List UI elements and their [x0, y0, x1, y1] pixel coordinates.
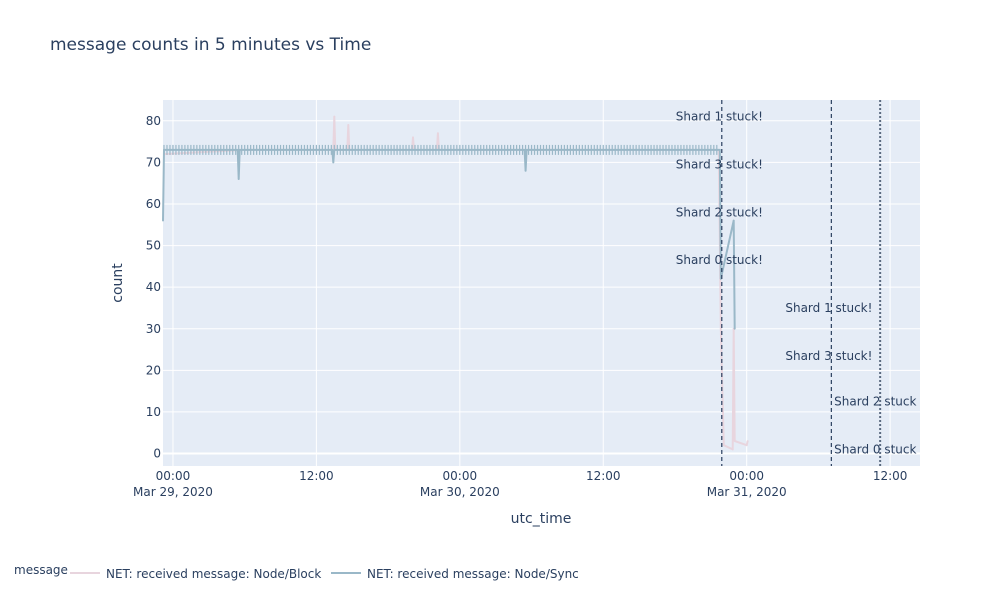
x-tick-label: 12:00 — [873, 469, 908, 483]
annotation-label: Shard 3 stuck! — [785, 349, 872, 363]
x-tick-label: 12:00 — [586, 469, 621, 483]
x-tick-date-label: Mar 31, 2020 — [707, 485, 787, 499]
plot-background — [163, 100, 920, 466]
annotation-label: Shard 2 stuck — [834, 395, 916, 409]
x-tick-date-label: Mar 29, 2020 — [133, 485, 213, 499]
data-point — [412, 136, 414, 139]
legend-item-0[interactable]: NET: received message: Node/Block — [70, 567, 321, 581]
y-tick-label: 50 — [146, 239, 161, 253]
x-tick-label: 12:00 — [299, 469, 334, 483]
y-tick-label: 0 — [153, 447, 161, 461]
x-tick-label: 00:00 — [729, 469, 764, 483]
y-tick-label: 20 — [146, 363, 161, 377]
annotation-label: Shard 3 stuck! — [676, 157, 763, 171]
annotation-label: Shard 2 stuck! — [676, 205, 763, 219]
annotation-label: Shard 1 stuck! — [676, 110, 763, 124]
data-point — [237, 178, 240, 180]
annotation-layer: Shard 1 stuck!Shard 3 stuck!Shard 2 stuc… — [676, 100, 916, 466]
x-tick-date-label: Mar 30, 2020 — [420, 485, 500, 499]
oscillation-band — [163, 144, 718, 155]
gridlines — [163, 100, 920, 466]
data-point — [731, 448, 734, 451]
annotation-label: Shard 0 stuck! — [676, 253, 763, 267]
y-tick-label: 30 — [146, 322, 161, 336]
annotation-1: Shard 1 stuck! Shard 3 stuck! — [785, 100, 872, 466]
data-point — [437, 132, 439, 135]
legend-label: NET: received message: Node/Block — [106, 567, 321, 581]
legend-item-1[interactable]: NET: received message: Node/Sync — [331, 567, 579, 581]
data-point — [162, 219, 164, 222]
annotation-2: Shard 2 stuck Shard 0 stuck — [834, 100, 916, 466]
data-point — [332, 161, 335, 164]
legend[interactable]: NET: received message: Node/Block NET: re… — [70, 567, 579, 581]
annotation-label: Shard 0 stuck — [834, 442, 916, 456]
legend-title: message — [14, 563, 68, 577]
data-point — [745, 444, 748, 447]
y-tick-label: 10 — [146, 405, 161, 419]
chart-title: message counts in 5 minutes vs Time — [50, 35, 371, 55]
y-tick-labels: 0 10 20 30 40 50 60 70 80 — [146, 114, 161, 461]
series-layer — [162, 115, 749, 451]
x-axis-title: utc_time — [511, 511, 572, 527]
legend-label: NET: received message: Node/Sync — [367, 567, 579, 581]
x-tick-label: 00:00 — [443, 469, 478, 483]
y-tick-label: 60 — [146, 197, 161, 211]
data-point — [524, 169, 527, 172]
data-point — [733, 440, 736, 442]
annotation-0: Shard 1 stuck! Shard 3 stuck! Shard 2 stuc… — [676, 100, 763, 466]
x-tick-labels: 00:00 Mar 29, 2020 12:00 00:00 Mar 30, 2020 1… — [133, 469, 907, 499]
data-point — [722, 444, 725, 447]
data-point — [746, 440, 749, 442]
data-point — [733, 327, 736, 330]
data-point — [719, 327, 722, 330]
data-point — [333, 115, 336, 118]
y-tick-label: 40 — [146, 280, 161, 294]
x-tick-label: 00:00 — [156, 469, 191, 483]
data-point — [718, 149, 721, 151]
y-tick-label: 70 — [146, 155, 161, 169]
data-point — [347, 124, 350, 126]
y-axis-title: count — [110, 263, 126, 303]
annotation-label: Shard 1 stuck! — [785, 301, 872, 315]
data-point — [732, 219, 735, 222]
y-tick-label: 80 — [146, 114, 161, 128]
